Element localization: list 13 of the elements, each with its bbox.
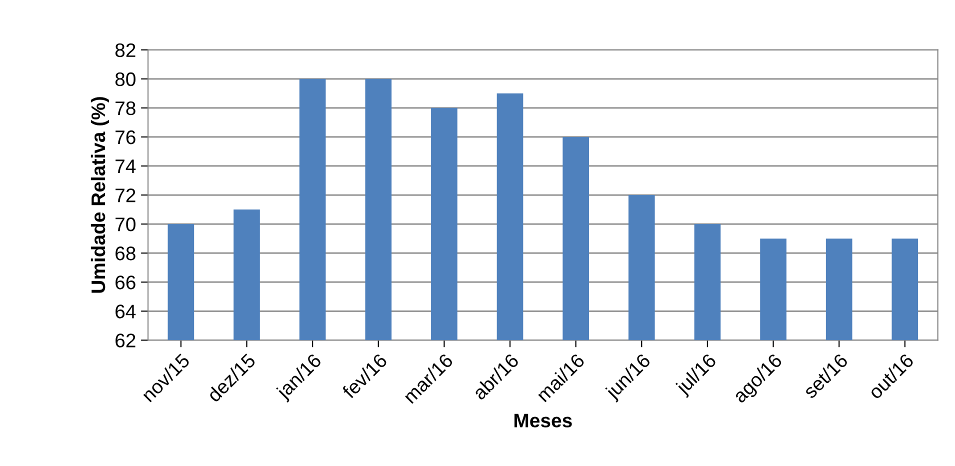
x-axis-title: Meses [514, 414, 572, 428]
y-tick-label: 62 [116, 334, 136, 348]
y-tick-label: 70 [116, 218, 136, 232]
y-tick-label: 66 [116, 276, 136, 290]
y-tick-label: 68 [116, 246, 136, 260]
y-tick-label: 76 [116, 130, 136, 144]
y-tick-label: 82 [115, 43, 136, 58]
y-tick-label: 78 [116, 101, 136, 116]
y-tick-label: 64 [116, 304, 136, 318]
y-axis-title: Umidade Relativa (%) [90, 97, 110, 293]
y-tick-label: 80 [115, 72, 136, 86]
y-tick-label: 72 [116, 188, 136, 202]
y-tick-label: 74 [116, 160, 136, 174]
